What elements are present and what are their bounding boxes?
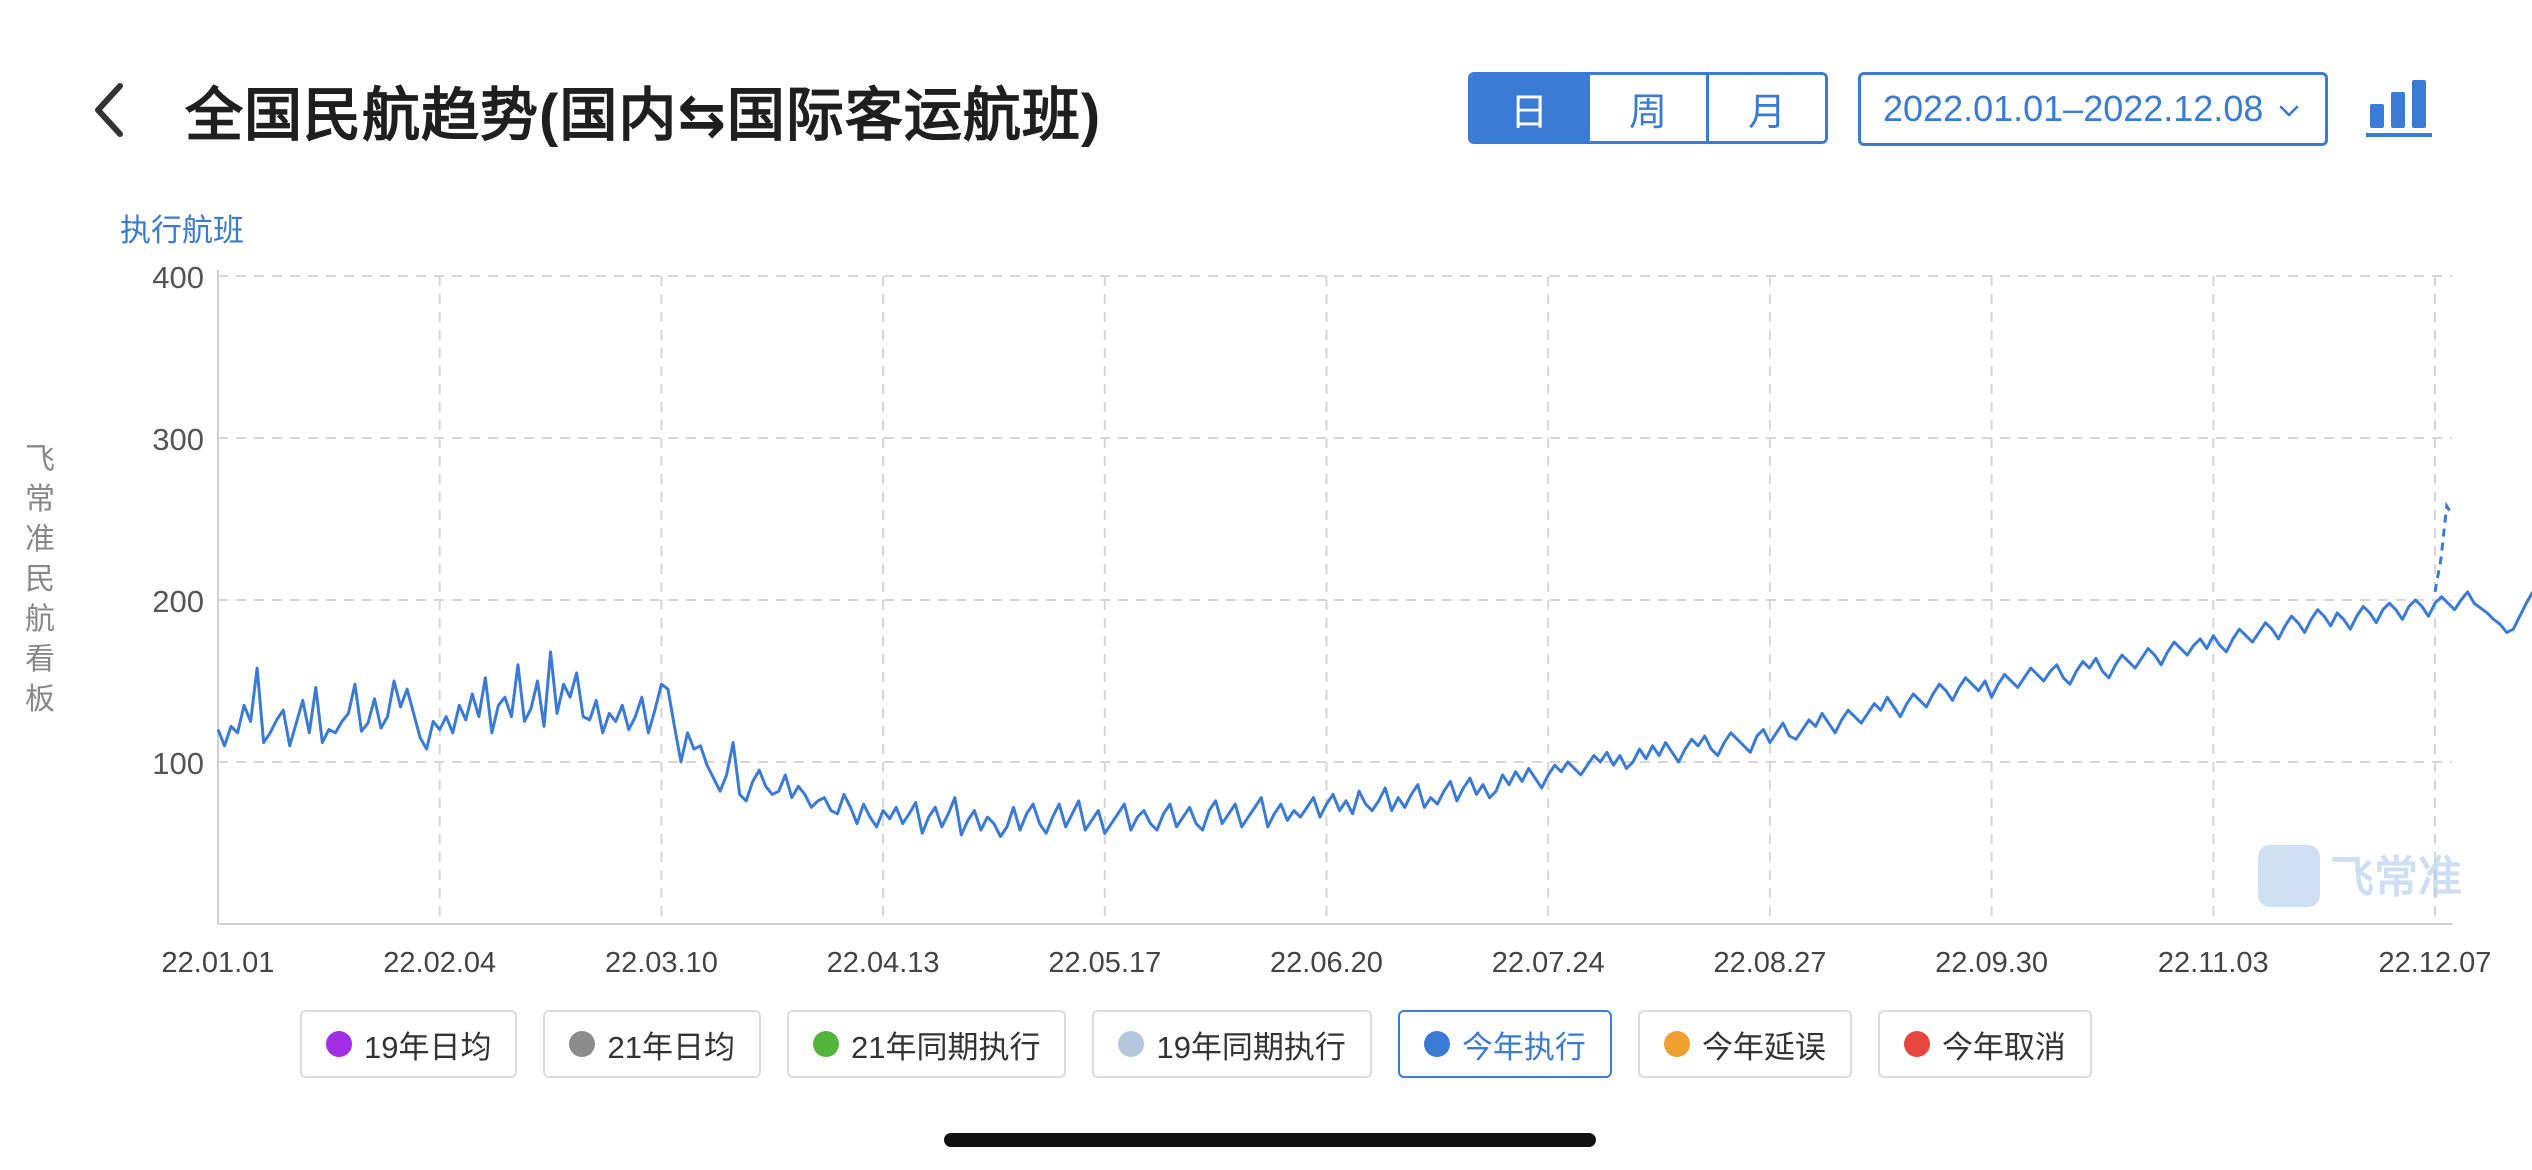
date-range-select[interactable]: 2022.01.01–2022.12.08 xyxy=(1858,72,2328,146)
x-tick-label: 22.12.07 xyxy=(2379,947,2492,979)
y-tick-label: 300 xyxy=(152,422,204,457)
x-tick-label: 22.08.27 xyxy=(1713,947,1826,979)
chart-unit-label: 执行航班 xyxy=(120,213,244,248)
period-selector: 日 周 月 xyxy=(1468,72,1828,144)
y-tick-label: 100 xyxy=(152,746,204,781)
legend-label: 21年同期执行 xyxy=(850,1029,1041,1065)
plane-icon xyxy=(2258,845,2320,907)
x-tick-label: 22.09.30 xyxy=(1935,947,2048,979)
legend-label: 19年同期执行 xyxy=(1156,1029,1346,1065)
legend-dot xyxy=(812,1031,839,1057)
legend-item-21-same-period[interactable]: 21年同期执行 xyxy=(786,1010,1067,1078)
back-button[interactable] xyxy=(78,70,138,150)
side-brand-label: 飞常准民航看板 xyxy=(25,443,55,716)
chart-type-toggle[interactable] xyxy=(2364,76,2434,138)
y-tick-label: 200 xyxy=(152,584,204,619)
chevron-left-icon xyxy=(95,83,123,137)
x-tick-label: 22.03.10 xyxy=(605,947,718,979)
legend-label: 21年日均 xyxy=(607,1029,735,1065)
legend-label: 19年日均 xyxy=(364,1029,492,1065)
legend-label: 今年执行 xyxy=(1461,1029,1586,1065)
legend-dot xyxy=(569,1031,596,1057)
home-indicator xyxy=(944,1133,1596,1147)
legend-item-21-avg[interactable]: 21年日均 xyxy=(543,1010,761,1078)
x-tick-label: 22.06.20 xyxy=(1270,947,1383,979)
legend-dot xyxy=(1663,1031,1690,1057)
legend-item-19-avg[interactable]: 19年日均 xyxy=(300,1010,518,1078)
legend: 19年日均 21年日均 21年同期执行 19年同期执行 今年执行 今年延误 今年… xyxy=(300,1010,2118,1082)
watermark-logo: 飞常准 xyxy=(2258,845,2462,907)
x-tick-label: 22.05.17 xyxy=(1048,947,1161,979)
x-tick-label: 22.07.24 xyxy=(1492,947,1605,979)
flights-line-chart: 100 200 300 400 22.01.01 22.02.04 22.03.10 22.0… xyxy=(152,260,2532,979)
page-title: 全国民航趋势(国内⇆国际客运航班) xyxy=(185,83,1102,148)
bar-chart-icon xyxy=(2366,80,2432,137)
x-tick-label: 22.02.04 xyxy=(383,947,496,979)
period-week-button[interactable]: 周 xyxy=(1590,75,1709,141)
series-line-this-year xyxy=(216,590,2532,839)
legend-label: 今年取消 xyxy=(1941,1029,2066,1065)
date-range-value: 2022.01.01–2022.12.08 xyxy=(1883,88,2264,129)
x-tick-label: 22.11.03 xyxy=(2158,947,2269,979)
chevron-down-icon xyxy=(2279,105,2299,117)
x-tick-label: 22.04.13 xyxy=(827,947,940,979)
legend-dot xyxy=(326,1031,352,1057)
watermark-text: 飞常准 xyxy=(2330,853,2462,902)
legend-label: 今年延误 xyxy=(1701,1029,1826,1065)
y-tick-label: 400 xyxy=(152,260,204,295)
legend-item-19-same-period[interactable]: 19年同期执行 xyxy=(1092,1010,1372,1078)
legend-item-this-year-delayed[interactable]: 今年延误 xyxy=(1637,1010,1852,1078)
series-line-forecast xyxy=(2433,501,2454,593)
legend-dot xyxy=(1423,1031,1450,1057)
legend-item-this-year-executed[interactable]: 今年执行 xyxy=(1397,1010,1612,1078)
period-day-button[interactable]: 日 xyxy=(1471,75,1590,141)
period-month-button[interactable]: 月 xyxy=(1709,75,1825,141)
legend-item-this-year-cancelled[interactable]: 今年取消 xyxy=(1877,1010,2092,1078)
x-tick-label: 22.01.01 xyxy=(162,947,275,979)
legend-dot xyxy=(1903,1031,1930,1057)
legend-dot xyxy=(1118,1031,1145,1057)
